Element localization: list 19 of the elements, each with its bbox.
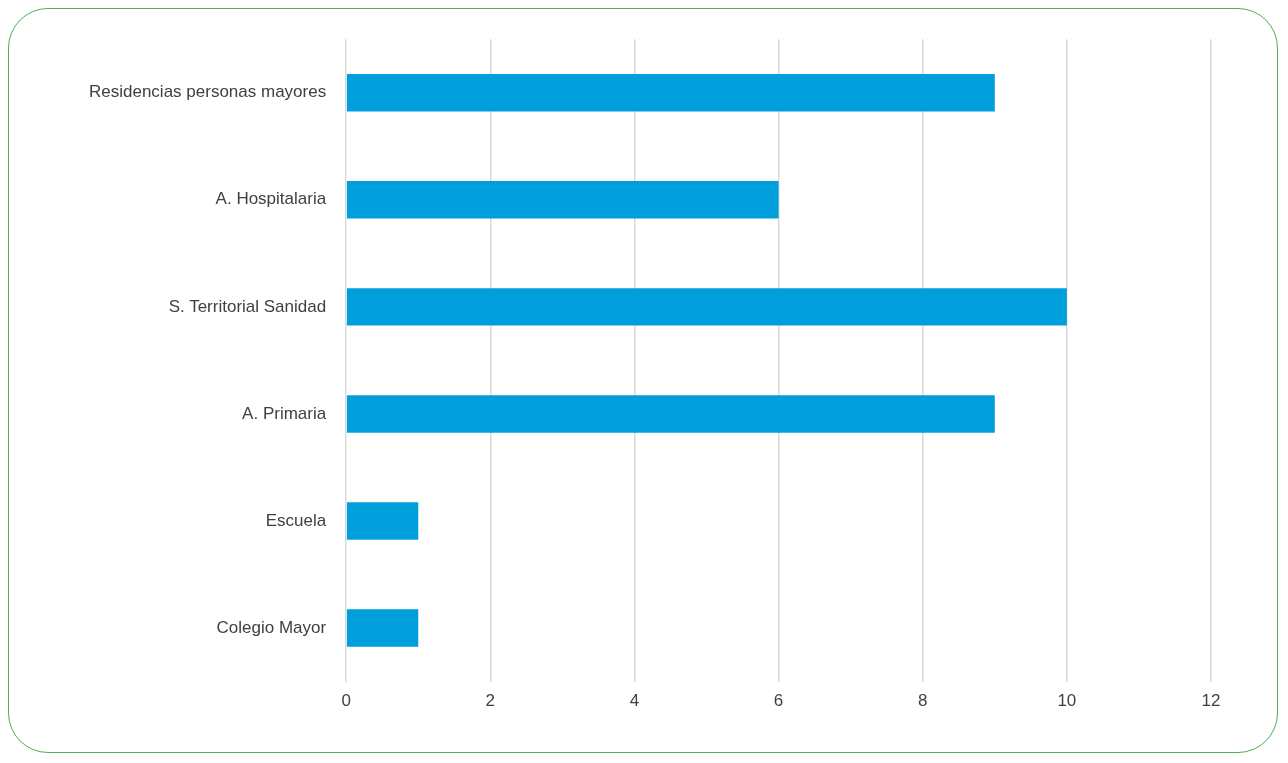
y-tick-label: Residencias personas mayores <box>89 82 327 102</box>
bar <box>346 502 419 540</box>
x-tick-label: 10 <box>1057 691 1077 711</box>
bar <box>346 288 1067 326</box>
bar <box>346 181 779 219</box>
x-tick-label: 12 <box>1201 691 1221 711</box>
bar <box>346 74 995 112</box>
x-tick-label: 4 <box>629 691 640 711</box>
y-tick-label: S. Territorial Sanidad <box>168 296 327 316</box>
bar <box>346 395 995 433</box>
y-tick-label: A. Hospitalaria <box>215 189 327 209</box>
y-tick-label: Escuela <box>265 510 327 530</box>
x-tick-label: 6 <box>773 691 784 711</box>
x-tick-label: 2 <box>485 691 496 711</box>
y-tick-label: Colegio Mayor <box>216 617 327 637</box>
x-tick-label: 0 <box>341 691 351 711</box>
bar <box>346 609 419 647</box>
y-tick-label: A. Primaria <box>242 403 327 423</box>
x-tick-label: 8 <box>917 691 928 711</box>
